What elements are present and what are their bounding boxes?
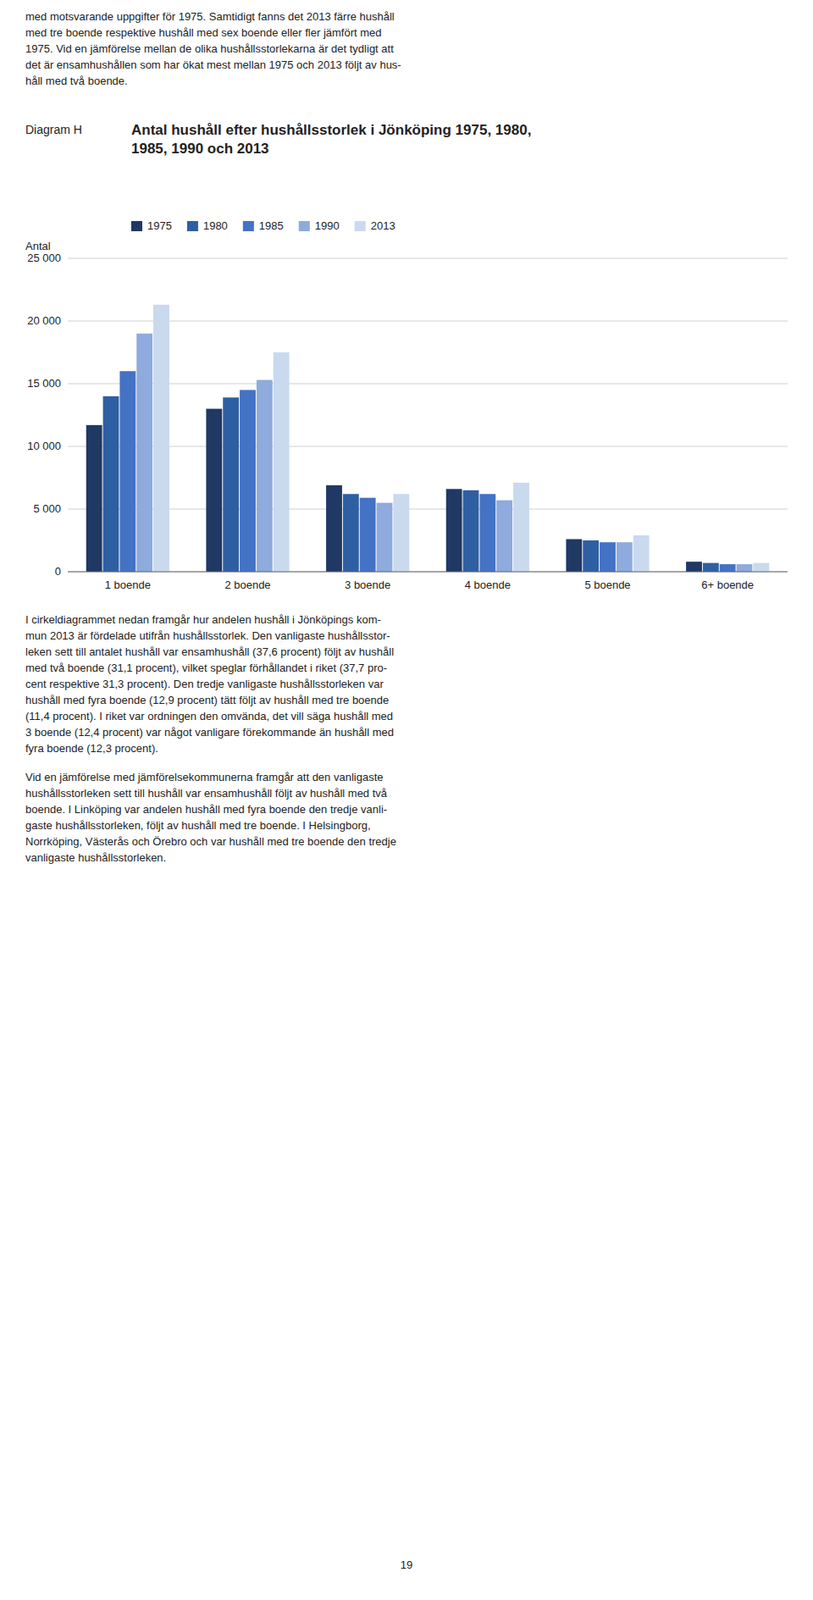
legend: 1975 1980 1985 1990 2013: [131, 219, 396, 233]
grid-line: [67, 446, 788, 448]
y-axis: 0 5 000 10 000 15 000 20 000 25 000: [27, 251, 788, 578]
bar: 1980, 5 boende: 2500: [582, 540, 599, 572]
bar: 1985, 4 boende: 6200: [479, 493, 496, 572]
chart-title: Antal hushåll efter hushållsstorlek i Jö…: [131, 121, 531, 159]
bar: 2013, 6+ boende: 700: [752, 563, 769, 572]
bar: 1990, 5 boende: 2350: [616, 542, 633, 572]
page-text: Vid en jämförelse med jämförelsekommuner…: [25, 768, 788, 866]
x-tick-label: 6+ boende: [701, 578, 754, 592]
bar: 1990, 3 boende: 5500: [376, 503, 393, 572]
bar: 2013, 2 boende: 17500: [273, 352, 290, 572]
grid-line: [67, 320, 788, 322]
y-tick-label: 5 000: [33, 502, 61, 515]
bar: 1975, 4 boende: 6600: [446, 488, 463, 572]
legend-swatch: [354, 221, 366, 232]
legend-label: 1975: [147, 219, 172, 233]
bar: 1975, 2 boende: 13000: [205, 409, 222, 572]
page-number: 19: [0, 1558, 813, 1571]
x-axis-line: [67, 571, 788, 573]
bar: 1975, 5 boende: 2600: [565, 539, 582, 572]
bar: 1990, 1 boende: 19000: [136, 333, 153, 572]
bar: 2013, 4 boende: 7100: [513, 482, 530, 572]
y-label: Antal: [25, 239, 51, 253]
grid-line: [67, 258, 788, 260]
grid-line: [67, 571, 788, 573]
bar: 1980, 3 boende: 6200: [342, 493, 360, 572]
x-tick-label: 1 boende: [105, 578, 151, 592]
bar: 2013, 5 boende: 2900: [633, 535, 650, 572]
bar: 1985, 5 boende: 2350: [599, 542, 616, 572]
bar: 2013, 1 boende: 21300: [153, 304, 170, 572]
x-tick-label: 3 boende: [344, 578, 391, 592]
bar: 1985, 2 boende: 14500: [239, 389, 256, 572]
bar: 1985, 1 boende: 16000: [119, 370, 136, 572]
x-axis: 1 boende 2 boende 3 boende 4 boende 5 boende…: [67, 571, 788, 592]
legend-label: 1990: [315, 219, 340, 233]
grid-line: [67, 508, 788, 510]
bar: 1980, 1 boende: 14000: [103, 396, 120, 572]
bar: 1980, 4 boende: 6500: [463, 490, 480, 572]
y-tick-label: 10 000: [27, 439, 61, 453]
grid-line: [67, 383, 788, 385]
legend-label: 1985: [259, 219, 284, 233]
bar: 1975, 1 boende: 11700: [86, 425, 103, 572]
bar: 1985, 6+ boende: 600: [719, 564, 736, 572]
bar: 1990, 2 boende: 15300: [256, 380, 273, 572]
bar: 1990, 4 boende: 5700: [496, 500, 513, 572]
legend-swatch: [187, 221, 199, 232]
y-tick-label: 25 000: [27, 251, 61, 265]
bar: 1990, 6+ boende: 600: [736, 564, 753, 572]
chart: Antal 0 5 000 10 000 15 000 20 000 25 000 1975,…: [0, 215, 813, 598]
legend-swatch: [298, 221, 310, 232]
x-tick-label: 5 boende: [584, 578, 631, 592]
legend-swatch: [243, 221, 255, 232]
diagram-label: Diagram H: [25, 122, 83, 137]
y-tick-label: 15 000: [27, 376, 61, 390]
page-text: I cirkeldiagrammet nedan framgår hur and…: [25, 611, 788, 757]
legend-swatch: [131, 221, 143, 232]
page-text: med motsvarande uppgifter för 1975. Samt…: [25, 8, 788, 89]
legend-label: 2013: [370, 219, 396, 233]
bar: 2013, 3 boende: 6200: [392, 493, 410, 572]
legend-label: 1980: [203, 219, 228, 233]
y-tick-label: 20 000: [27, 314, 61, 327]
bar: 1975, 6+ boende: 800: [685, 561, 703, 572]
bars: 1975, 1 boende: 11700 1975, 2 boende: 130…: [86, 304, 770, 572]
x-tick-label: 2 boende: [224, 578, 271, 592]
bar: 1980, 2 boende: 13900: [222, 397, 239, 572]
y-tick-label: 0: [55, 564, 61, 578]
x-tick-label: 4 boende: [464, 578, 511, 592]
bar: 1985, 3 boende: 5900: [359, 497, 377, 572]
bar: 1975, 3 boende: 6900: [326, 485, 343, 572]
bar: 1980, 6+ boende: 700: [702, 563, 719, 572]
